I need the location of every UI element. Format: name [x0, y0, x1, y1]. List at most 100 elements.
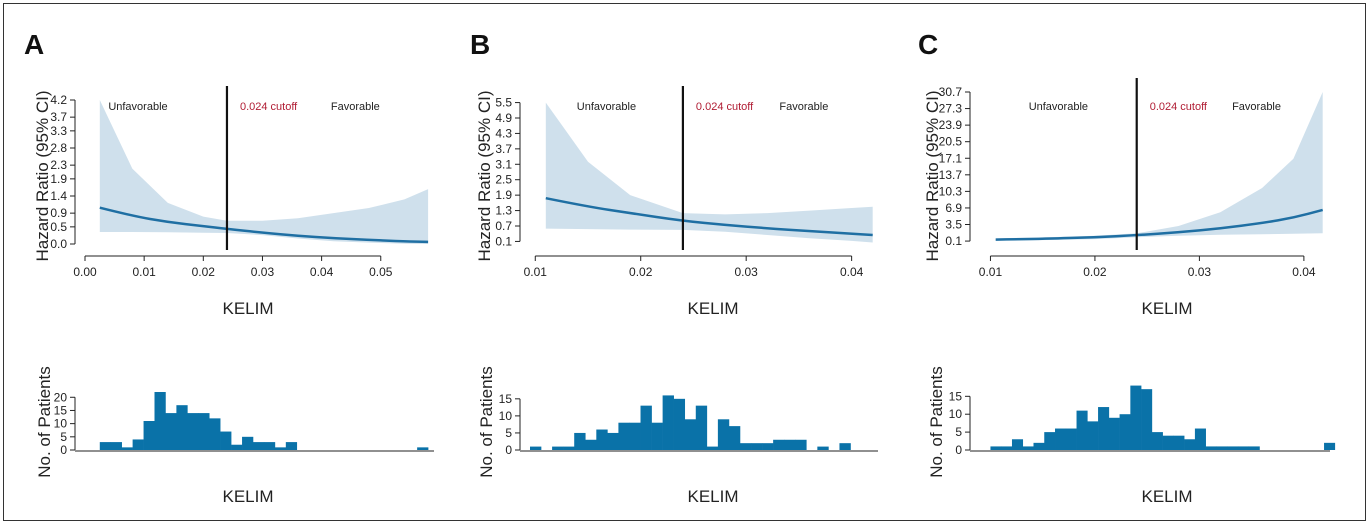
histogram-bar	[784, 439, 796, 450]
histogram-bar	[274, 447, 287, 450]
hist-y-tick-label: 0	[505, 443, 512, 457]
histogram-b: 0 5 10 15	[499, 392, 878, 457]
histogram-bar	[1141, 389, 1153, 450]
y-tick-label: 2.5	[495, 173, 512, 187]
panel-c: C Hazard Ratio (95% CI) KELIM No. of Pat…	[918, 29, 1336, 506]
hist-xlabel-a: KELIM	[222, 487, 273, 506]
histogram-bar	[187, 413, 199, 450]
histogram-bar	[220, 431, 232, 450]
y-tick-label: 4.3	[495, 126, 512, 140]
hist-xlabel-b: KELIM	[687, 487, 738, 506]
unfavorable-label: Unfavorable	[108, 101, 167, 113]
histogram-bar	[585, 439, 597, 450]
hazard-ratio-curve	[545, 196, 873, 237]
y-tick-label: 2.8	[50, 141, 67, 155]
y-tick-label: 3.7	[50, 110, 67, 124]
hist-ylabel-c: No. of Patients	[927, 366, 946, 478]
histogram-bar	[1044, 432, 1056, 450]
histogram-bar	[662, 395, 674, 450]
histogram-bar	[1324, 442, 1336, 450]
hr-xlabel-a: KELIM	[222, 299, 273, 318]
y-tick-label: 3.1	[495, 157, 512, 171]
hist-y-tick-label: 10	[949, 407, 963, 421]
hr-ylabel-b: Hazard Ratio (95% CI)	[475, 90, 494, 261]
y-tick-label: 0.1	[495, 234, 512, 248]
y-tick-label: 27.3	[939, 102, 963, 116]
hist-y-tick-label: 20	[54, 390, 68, 404]
histogram-bar	[1076, 410, 1088, 450]
histogram-bar	[795, 439, 807, 450]
y-tick-label: 1.9	[495, 188, 512, 202]
histogram-bar	[209, 418, 221, 450]
panel-b: B Hazard Ratio (95% CI) KELIM No. of Pat…	[470, 29, 878, 506]
panel-label-b: B	[470, 29, 490, 60]
hist-y-tick-label: 0	[60, 443, 67, 457]
histogram-bar	[417, 447, 429, 450]
y-tick-label: 4.9	[495, 111, 512, 125]
hist-y-tick-label: 15	[499, 392, 513, 406]
histogram-bar	[596, 429, 608, 450]
y-tick-label: 17.1	[939, 151, 963, 165]
x-tick-label: 0.02	[192, 265, 216, 279]
histogram-bar	[285, 442, 298, 450]
histogram-bar	[1216, 446, 1228, 450]
y-tick-label: 1.9	[50, 172, 67, 186]
histogram-bar	[1184, 439, 1196, 450]
hist-y-tick-label: 0	[955, 443, 962, 457]
y-tick-label: 1.4	[50, 189, 67, 203]
y-tick-label: 3.3	[50, 124, 67, 138]
y-tick-label: 30.7	[939, 85, 963, 99]
hist-y-tick-label: 10	[54, 417, 68, 431]
histogram-c: 0 5 10 15	[949, 385, 1336, 457]
histogram-bar	[717, 419, 730, 450]
histogram-bar	[629, 422, 641, 450]
histogram-bar	[1055, 428, 1067, 450]
histogram-bar	[695, 405, 708, 450]
hr-xlabel-b: KELIM	[687, 299, 738, 318]
histogram-bar	[574, 432, 586, 450]
y-tick-label: 0.5	[50, 220, 67, 234]
hist-xlabel-c: KELIM	[1141, 487, 1192, 506]
hist-y-tick-label: 5	[505, 426, 512, 440]
x-tick-label: 0.03	[1188, 265, 1212, 279]
histogram-bar	[739, 443, 752, 450]
cutoff-label: 0.024 cutoff	[1150, 101, 1208, 113]
histogram-bar	[1022, 446, 1034, 450]
hist-y-tick-label: 5	[60, 430, 67, 444]
histogram-bar	[1130, 385, 1142, 450]
histogram-bar	[640, 405, 652, 450]
histogram-bar	[1001, 446, 1013, 450]
x-tick-label: 0.01	[524, 265, 548, 279]
x-tick-label: 0.04	[840, 265, 864, 279]
y-tick-label: 20.5	[939, 135, 963, 149]
hazard-ratio-curve	[995, 208, 1324, 241]
cutoff-label: 0.024 cutoff	[240, 101, 298, 113]
favorable-label: Favorable	[1232, 101, 1281, 113]
histogram-bar	[762, 443, 774, 450]
histogram-bar	[728, 426, 741, 450]
histogram-bar	[990, 446, 1002, 450]
x-tick-label: 0.03	[251, 265, 275, 279]
unfavorable-label: Unfavorable	[1029, 101, 1088, 113]
unfavorable-label: Unfavorable	[577, 101, 636, 113]
histogram-bar	[817, 446, 829, 450]
histogram-bar	[1205, 446, 1217, 450]
panel-a: A Hazard Ratio (95% CI) KELIM No. of Pat…	[24, 29, 434, 506]
histogram-bar	[198, 413, 210, 450]
histogram-bar	[751, 443, 763, 450]
panel-label-c: C	[918, 29, 938, 60]
y-tick-label: 0.1	[945, 234, 962, 248]
x-tick-label: 0.04	[1292, 265, 1316, 279]
hr-xlabel-c: KELIM	[1141, 299, 1192, 318]
y-tick-label: 0.0	[50, 237, 67, 251]
favorable-label: Favorable	[779, 101, 828, 113]
hist-y-tick-label: 15	[54, 403, 68, 417]
histogram-bar	[839, 443, 851, 450]
x-tick-label: 0.05	[369, 265, 393, 279]
confidence-band	[545, 102, 873, 243]
histogram-bar	[1065, 428, 1077, 450]
confidence-band	[995, 92, 1323, 241]
